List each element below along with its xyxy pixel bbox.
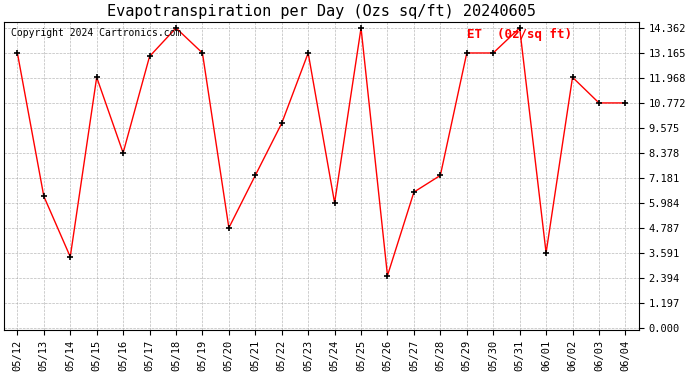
Text: ET  (0z/sq ft): ET (0z/sq ft) bbox=[467, 28, 572, 41]
Title: Evapotranspiration per Day (Ozs sq/ft) 20240605: Evapotranspiration per Day (Ozs sq/ft) 2… bbox=[107, 4, 536, 19]
Text: Copyright 2024 Cartronics.com: Copyright 2024 Cartronics.com bbox=[10, 28, 181, 38]
